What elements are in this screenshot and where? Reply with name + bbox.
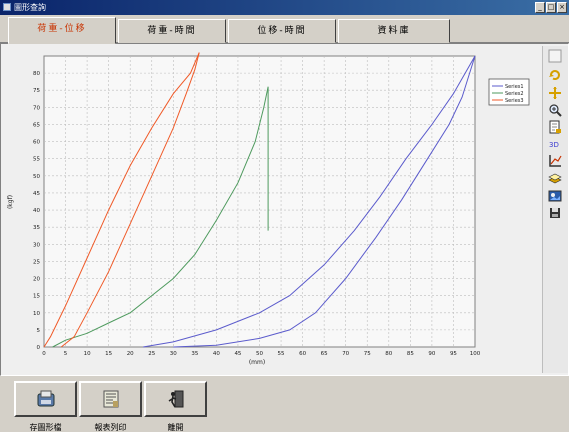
save-graph-icon bbox=[37, 390, 54, 407]
series-line bbox=[43, 52, 200, 348]
y-tick-label: 25 bbox=[33, 259, 40, 265]
x-tick-label: 65 bbox=[321, 351, 328, 357]
x-tick-label: 0 bbox=[42, 351, 46, 357]
tab-displacement-time[interactable]: 位移-時間 bbox=[228, 19, 336, 43]
layer-icon[interactable] bbox=[548, 172, 562, 186]
series-line bbox=[143, 55, 476, 348]
print-report-icon bbox=[103, 390, 118, 408]
y-tick-label: 30 bbox=[33, 242, 40, 248]
x-tick-label: 20 bbox=[127, 351, 134, 357]
chart-toolbar: 3D bbox=[542, 46, 568, 373]
3d-icon[interactable]: 3D bbox=[548, 137, 562, 151]
chart-grid bbox=[44, 56, 475, 347]
x-tick-label: 30 bbox=[170, 351, 177, 357]
exit-button[interactable] bbox=[144, 381, 207, 417]
blank-icon[interactable] bbox=[548, 49, 562, 63]
series-line bbox=[60, 52, 200, 348]
app-icon bbox=[3, 3, 11, 11]
zoom-icon[interactable] bbox=[548, 103, 562, 117]
y-tick-label: 55 bbox=[33, 157, 40, 163]
y-axis-label: (kgf) bbox=[7, 195, 14, 209]
y-tick-label: 15 bbox=[33, 294, 40, 300]
x-tick-label: 100 bbox=[470, 351, 481, 357]
minimize-button[interactable]: _ bbox=[535, 2, 545, 13]
bottom-bar: 存圖形檔 報表列印 離開 bbox=[0, 377, 569, 432]
exit-label: 離開 bbox=[167, 423, 184, 432]
close-button[interactable]: × bbox=[557, 2, 567, 13]
y-tick-label: 0 bbox=[37, 345, 41, 351]
x-tick-label: 70 bbox=[342, 351, 349, 357]
x-tick-label: 80 bbox=[385, 351, 392, 357]
rotate-icon[interactable] bbox=[548, 68, 562, 82]
y-tick-labels: 0 5 10 15 20 25 30 35 40 45 50 55 60 65 70 75 80 bbox=[33, 71, 41, 351]
y-tick-label: 40 bbox=[33, 208, 40, 214]
legend-label: Series1 bbox=[505, 84, 524, 90]
y-tick-label: 5 bbox=[37, 328, 41, 334]
series-line bbox=[52, 86, 269, 348]
tab-strip: 荷重-位移 荷重-時間 位移-時間 資料庫 bbox=[0, 15, 569, 44]
x-tick-label: 15 bbox=[105, 351, 112, 357]
maximize-button[interactable]: □ bbox=[546, 2, 556, 13]
y-tick-label: 60 bbox=[33, 140, 40, 146]
y-tick-label: 80 bbox=[33, 71, 40, 77]
x-axis-label: (mm) bbox=[249, 359, 265, 366]
print-report-button[interactable] bbox=[79, 381, 142, 417]
save-icon[interactable] bbox=[548, 206, 562, 220]
print-report-label: 報表列印 bbox=[94, 423, 127, 432]
x-tick-label: 95 bbox=[450, 351, 457, 357]
save-graph-label: 存圖形檔 bbox=[29, 423, 62, 432]
y-tick-label: 35 bbox=[33, 225, 40, 231]
x-tick-label: 50 bbox=[256, 351, 263, 357]
load-displacement-chart: 0 5 10 15 20 25 30 35 40 45 50 55 60 65 70 75 80 85 90 95 10… bbox=[3, 46, 541, 373]
series-series3 bbox=[43, 52, 200, 348]
legend-label: Series2 bbox=[505, 91, 524, 97]
x-tick-label: 85 bbox=[407, 351, 414, 357]
tab-load-time[interactable]: 荷重-時間 bbox=[118, 19, 226, 43]
y-tick-label: 45 bbox=[33, 191, 40, 197]
y-tick-label: 75 bbox=[33, 88, 40, 94]
axis-icon[interactable] bbox=[548, 154, 562, 168]
series-series1 bbox=[143, 55, 476, 348]
x-tick-label: 60 bbox=[299, 351, 306, 357]
x-tick-label: 45 bbox=[234, 351, 241, 357]
chart-panel: 0 5 10 15 20 25 30 35 40 45 50 55 60 65 70 75 80 85 90 95 10… bbox=[0, 43, 569, 376]
series-series2 bbox=[52, 86, 269, 348]
x-tick-label: 55 bbox=[278, 351, 285, 357]
x-tick-label: 5 bbox=[64, 351, 68, 357]
x-tick-label: 75 bbox=[364, 351, 371, 357]
x-tick-labels: 0 5 10 15 20 25 30 35 40 45 50 55 60 65 70 75 80 85 90 95 10… bbox=[42, 351, 480, 357]
title-bar: 圖形查詢 _ □ × bbox=[0, 0, 569, 15]
y-tick-label: 10 bbox=[33, 311, 40, 317]
y-tick-label: 50 bbox=[33, 174, 40, 180]
export-icon[interactable] bbox=[548, 189, 562, 203]
window-controls: _ □ × bbox=[535, 2, 567, 13]
x-tick-label: 10 bbox=[84, 351, 91, 357]
x-tick-label: 90 bbox=[428, 351, 435, 357]
save-graph-button[interactable] bbox=[14, 381, 77, 417]
legend-box bbox=[488, 78, 530, 106]
exit-icon bbox=[168, 390, 183, 408]
tab-database[interactable]: 資料庫 bbox=[338, 19, 450, 43]
legend-label: Series3 bbox=[505, 98, 524, 104]
y-tick-label: 65 bbox=[33, 122, 40, 128]
y-tick-label: 70 bbox=[33, 105, 40, 111]
tab-load-displacement[interactable]: 荷重-位移 bbox=[8, 17, 116, 44]
x-tick-label: 40 bbox=[213, 351, 220, 357]
series-layer bbox=[43, 52, 476, 348]
x-tick-label: 25 bbox=[148, 351, 155, 357]
3d-label: 3D bbox=[549, 141, 559, 149]
page-icon[interactable] bbox=[548, 120, 562, 134]
pan-icon[interactable] bbox=[548, 86, 562, 100]
window-title: 圖形查詢 bbox=[14, 3, 46, 12]
x-tick-label: 35 bbox=[191, 351, 198, 357]
y-tick-label: 20 bbox=[33, 277, 40, 283]
series-line bbox=[173, 55, 476, 348]
